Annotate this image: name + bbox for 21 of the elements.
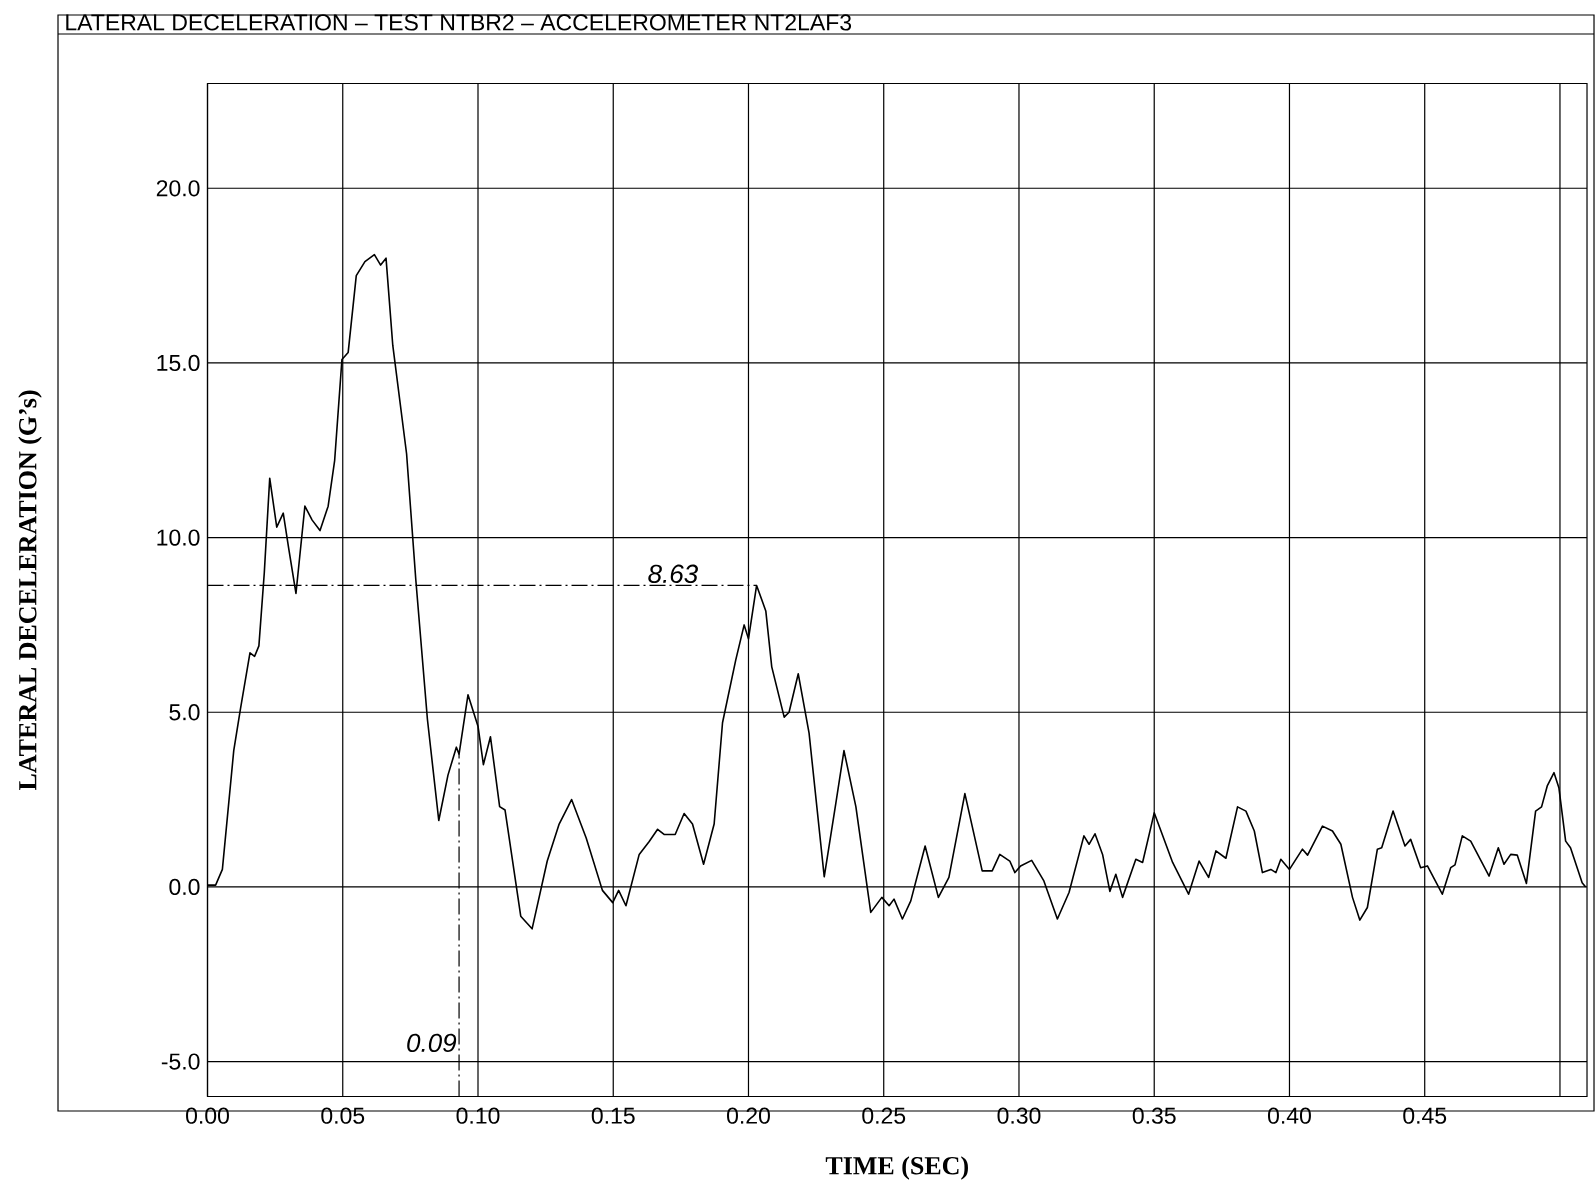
y-tick-label: 20.0 [156, 180, 200, 197]
x-tick-label: 0.35 [1132, 1107, 1176, 1124]
x-tick-label: 0.00 [186, 1107, 229, 1124]
x-tick-label: 0.30 [997, 1107, 1041, 1124]
x-tick-label: 0.20 [727, 1107, 770, 1124]
y-tick-label: 10.0 [157, 529, 200, 546]
ref-line-label: 0.09 [407, 1033, 457, 1053]
y-tick-label: 15.0 [157, 354, 200, 372]
x-tick-label: 0.25 [862, 1107, 906, 1124]
x-axis-title: TIME (SEC) [825, 1156, 968, 1180]
x-tick-label: 0.05 [321, 1107, 365, 1124]
y-axis-title: LATERAL DECELERATION (G’s) [18, 390, 42, 791]
chart-title: LATERAL DECELERATION – TEST NTBR2 – ACCELEROMETER NT2LAF3 [66, 14, 852, 31]
y-tick-label: 5.0 [169, 704, 200, 721]
x-tick-label: 0.40 [1268, 1107, 1311, 1124]
y-tick-label: -5.0 [161, 1053, 200, 1070]
x-tick-label: 0.10 [456, 1107, 500, 1124]
x-tick-label: 0.15 [591, 1107, 635, 1124]
x-tick-label: 0.45 [1403, 1107, 1447, 1124]
ref-line-label: 8.63 [648, 564, 698, 584]
y-tick-label: 0.0 [169, 878, 200, 896]
